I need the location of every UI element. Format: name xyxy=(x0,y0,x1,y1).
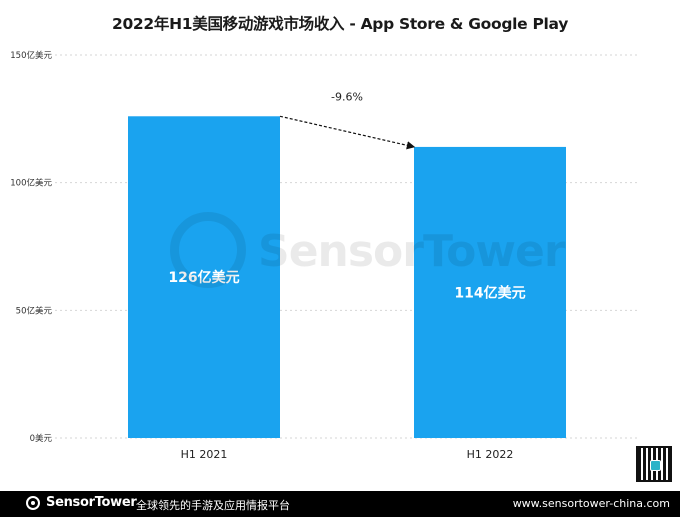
bar-value-label: 114亿美元 xyxy=(454,284,525,301)
change-arrow xyxy=(279,115,416,150)
footer-brand: SensorTower xyxy=(46,495,137,510)
footer-slogan: 全球领先的手游及应用情报平台 xyxy=(136,499,290,512)
change-annotation: -9.6% xyxy=(331,90,363,103)
footer-url[interactable]: www.sensortower-china.com xyxy=(512,497,670,510)
y-tick-label: 150亿美元 xyxy=(10,50,52,61)
y-tick-label: 0美元 xyxy=(30,433,53,444)
x-category-label: H1 2022 xyxy=(467,448,514,461)
bar-h1-2022 xyxy=(414,146,566,439)
y-tick-label: 50亿美元 xyxy=(16,305,53,316)
bar-value-label: 126亿美元 xyxy=(168,269,239,286)
qr-center-logo-icon xyxy=(650,460,661,471)
x-category-label: H1 2021 xyxy=(181,448,228,461)
y-tick-label: 100亿美元 xyxy=(10,178,52,189)
bar-h1-2021 xyxy=(128,116,280,438)
qr-code-icon xyxy=(636,446,672,482)
footer-bar: SensorTower 全球领先的手游及应用情报平台 www.sensortow… xyxy=(0,491,680,517)
chart-title: 2022年H1美国移动游戏市场收入 - App Store & Google P… xyxy=(111,15,569,33)
sensortower-logo-icon xyxy=(26,496,40,510)
chart-plot-area: 0美元 50亿美元 100亿美元 150亿美元 126亿美元 H1 2021 114亿美元… xyxy=(10,50,640,461)
